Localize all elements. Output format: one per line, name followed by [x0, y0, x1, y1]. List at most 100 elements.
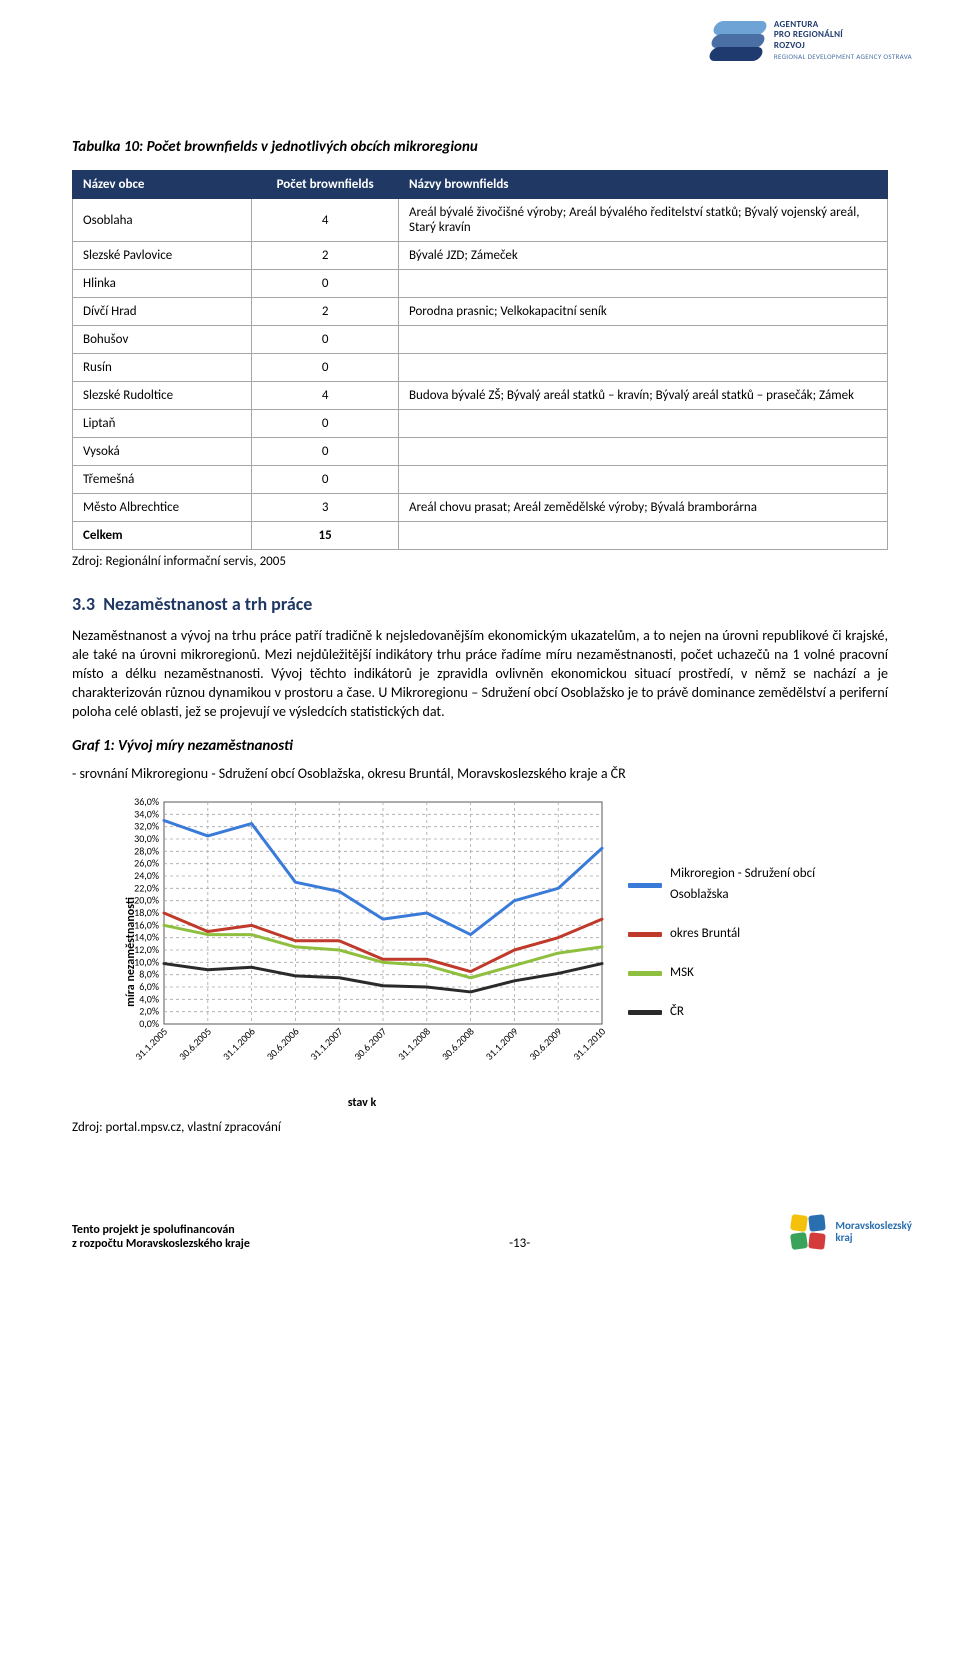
col-nazvy: Názvy brownfields [398, 171, 887, 199]
cell-pocet: 2 [252, 298, 399, 326]
cell-nazvy [398, 354, 887, 382]
legend-label: Mikroregion - Sdružení obcí Osoblažska [670, 864, 840, 906]
arr-line4: REGIONAL DEVELOPMENT AGENCY OSTRAVA [774, 53, 912, 61]
cell-nazvy [398, 326, 887, 354]
graf-title: Graf 1: Vývoj míry nezaměstnanosti [72, 737, 888, 755]
section-num: 3.3 [72, 593, 95, 615]
legend-swatch [628, 932, 662, 937]
chart-ylabel: míra nezaměstnanosti [124, 898, 138, 1008]
legend-item: MSK [628, 963, 840, 984]
legend-swatch [628, 883, 662, 888]
svg-text:6,0%: 6,0% [139, 980, 159, 993]
cell-pocet: 4 [252, 382, 399, 410]
col-pocet: Počet brownfields [252, 171, 399, 199]
cell-nazev: Slezské Rudoltice [73, 382, 252, 410]
cell-nazev: Dívčí Hrad [73, 298, 252, 326]
legend-swatch [628, 1010, 662, 1015]
cell-pocet: 0 [252, 326, 399, 354]
table-row: Třemešná0 [73, 466, 888, 494]
svg-text:8,0%: 8,0% [139, 968, 159, 981]
cell-nazev: Hlinka [73, 270, 252, 298]
cell-pocet: 3 [252, 494, 399, 522]
cell-nazev: Liptaň [73, 410, 252, 438]
arr-logo-text: AGENTURA PRO REGIONÁLNÍ ROZVOJ REGIONAL … [774, 20, 912, 61]
legend-label: ČR [670, 1002, 684, 1023]
svg-text:30.6.2005: 30.6.2005 [176, 1025, 214, 1063]
legend-item: ČR [628, 1002, 840, 1023]
col-nazev: Název obce [73, 171, 252, 199]
cell-pocet: 0 [252, 466, 399, 494]
cell-pocet: 0 [252, 410, 399, 438]
cell-nazvy [398, 438, 887, 466]
legend-label: okres Bruntál [670, 924, 740, 945]
chart-svg: 0,0%2,0%4,0%6,0%8,0%10,0%12,0%14,0%16,0%… [112, 794, 612, 1094]
legend-swatch [628, 971, 662, 976]
svg-text:31.1.2007: 31.1.2007 [307, 1025, 345, 1063]
svg-text:34,0%: 34,0% [134, 808, 159, 821]
table-row: Město Albrechtice3Areál chovu prasat; Ar… [73, 494, 888, 522]
table-row: Rusín0 [73, 354, 888, 382]
svg-text:24,0%: 24,0% [134, 869, 159, 882]
cell-pocet: 2 [252, 242, 399, 270]
svg-text:26,0%: 26,0% [134, 857, 159, 870]
svg-text:2,0%: 2,0% [139, 1005, 159, 1018]
msk-logo-mark [789, 1213, 827, 1251]
table-row: Osoblaha4Areál bývalé živočišné výroby; … [73, 199, 888, 242]
cell-pocet: 0 [252, 438, 399, 466]
svg-text:36,0%: 36,0% [134, 795, 159, 808]
footer-line2: z rozpočtu Moravskoslezského kraje [72, 1237, 250, 1251]
cell-nazev: Slezské Pavlovice [73, 242, 252, 270]
msk-logo: Moravskoslezský kraj [789, 1213, 912, 1251]
table-row: Dívčí Hrad2Porodna prasnic; Velkokapacit… [73, 298, 888, 326]
table-title: Tabulka 10: Počet brownfields v jednotli… [72, 138, 888, 156]
msk-logo-text: Moravskoslezský kraj [835, 1220, 912, 1244]
cell-nazev: Celkem [73, 522, 252, 550]
cell-nazev: Osoblaha [73, 199, 252, 242]
cell-pocet: 0 [252, 354, 399, 382]
cell-nazev: Třemešná [73, 466, 252, 494]
table-row: Liptaň0 [73, 410, 888, 438]
body-paragraph: Nezaměstnanost a vývoj na trhu práce pat… [72, 627, 888, 721]
arr-line3: ROZVOJ [774, 41, 912, 51]
table-row: Bohušov0 [73, 326, 888, 354]
chart-xlabel: stav k [112, 1096, 612, 1110]
svg-text:22,0%: 22,0% [134, 882, 159, 895]
svg-text:4,0%: 4,0% [139, 993, 159, 1006]
footer-text: Tento projekt je spolufinancován z rozpo… [72, 1223, 250, 1252]
cell-nazvy: Porodna prasnic; Velkokapacitní seník [398, 298, 887, 326]
table-row: Vysoká0 [73, 438, 888, 466]
svg-text:0,0%: 0,0% [139, 1017, 159, 1030]
cell-nazev: Bohušov [73, 326, 252, 354]
cell-nazev: Vysoká [73, 438, 252, 466]
graf-subtitle: - srovnání Mikroregionu - Sdružení obcí … [72, 765, 888, 782]
chart: míra nezaměstnanosti 0,0%2,0%4,0%6,0%8,0… [112, 794, 612, 1110]
cell-nazvy [398, 270, 887, 298]
svg-text:31.1.2010: 31.1.2010 [570, 1025, 608, 1063]
cell-nazvy: Budova bývalé ZŠ; Bývalý areál statků – … [398, 382, 887, 410]
cell-nazvy [398, 522, 887, 550]
table-row: Hlinka0 [73, 270, 888, 298]
svg-text:30.6.2009: 30.6.2009 [526, 1025, 564, 1063]
table-header-row: Název obce Počet brownfields Názvy brown… [73, 171, 888, 199]
table-row: Slezské Rudoltice4Budova bývalé ZŠ; Býva… [73, 382, 888, 410]
table-source: Zdroj: Regionální informační servis, 200… [72, 554, 888, 569]
cell-nazev: Město Albrechtice [73, 494, 252, 522]
table-row: Slezské Pavlovice2Bývalé JZD; Zámeček [73, 242, 888, 270]
arr-logo-mark [710, 21, 766, 61]
svg-text:30.6.2006: 30.6.2006 [264, 1025, 302, 1063]
legend-item: Mikroregion - Sdružení obcí Osoblažska [628, 864, 840, 906]
header: AGENTURA PRO REGIONÁLNÍ ROZVOJ REGIONAL … [710, 20, 912, 61]
cell-nazvy: Bývalé JZD; Zámeček [398, 242, 887, 270]
cell-nazvy: Areál chovu prasat; Areál zemědělské výr… [398, 494, 887, 522]
svg-text:28,0%: 28,0% [134, 845, 159, 858]
cell-nazev: Rusín [73, 354, 252, 382]
footer-line1: Tento projekt je spolufinancován [72, 1223, 250, 1237]
page-number: -13- [509, 1236, 530, 1251]
arr-logo: AGENTURA PRO REGIONÁLNÍ ROZVOJ REGIONAL … [710, 20, 912, 61]
svg-text:30.6.2008: 30.6.2008 [439, 1025, 477, 1063]
svg-text:31.1.2005: 31.1.2005 [132, 1025, 170, 1063]
cell-nazvy [398, 466, 887, 494]
msk-line2: kraj [835, 1232, 912, 1244]
cell-pocet: 15 [252, 522, 399, 550]
chart-container: míra nezaměstnanosti 0,0%2,0%4,0%6,0%8,0… [112, 794, 888, 1110]
